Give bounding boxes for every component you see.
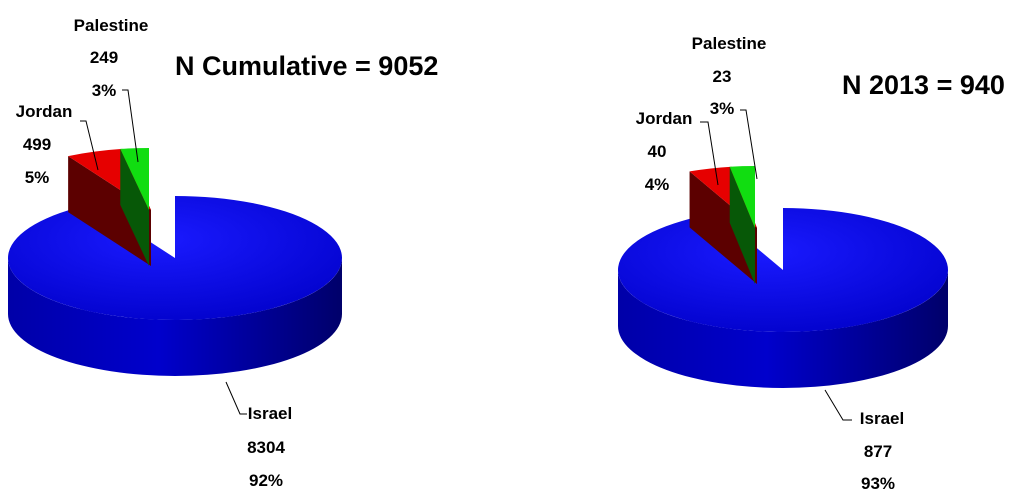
pie-slice-palestine-cut-face [120,148,149,266]
data-label-value: 40 [648,142,667,161]
leader-line [700,121,719,186]
chart-2013-slices [617,166,948,388]
chart-title: N Cumulative = 9052 [175,51,438,81]
pie-slice-palestine [729,166,755,284]
data-label-value: 499 [23,135,51,154]
pie-slice-palestine [120,148,149,266]
data-label-name: Israel [248,404,292,423]
chart-2013: N 2013 = 940 Palestine 23 3% Jordan 40 4… [617,34,1005,493]
data-label-name: Jordan [16,102,73,121]
pie-slice-jordan-cut-face [689,171,757,284]
pie-slice-israel-top [617,208,948,332]
pie-slice-israel [617,208,948,388]
data-label-percent: 4% [645,175,670,194]
chart-cumulative-slices [8,148,343,376]
data-label-percent: 5% [25,168,50,187]
data-label-name: Palestine [74,16,149,35]
leader-line [740,109,758,180]
pie-slice-israel-top [8,196,343,320]
pie-slice-palestine-top [729,166,755,228]
leader-line [122,89,139,163]
leader-line [225,381,247,415]
pie-slice-israel-side [618,270,948,388]
data-label-percent: 92% [249,471,283,490]
leader-line [80,120,99,171]
chart-title: N 2013 = 940 [842,70,1005,100]
data-label-value: 23 [713,67,732,86]
pie-slice-palestine-cut-face [729,166,755,284]
data-label-percent: 93% [861,474,895,493]
data-label-percent: 3% [710,99,735,118]
pie-slice-palestine-top [120,148,149,210]
pie-slice-israel-side [8,258,342,376]
pie-slice-israel [8,196,343,376]
data-label-percent: 3% [92,81,117,100]
data-label-name: Palestine [692,34,767,53]
leader-line [824,389,852,421]
pie-slice-jordan-cut-face [68,156,151,266]
data-label-value: 877 [864,442,892,461]
data-label-name: Israel [860,409,904,428]
data-label-name: Jordan [636,109,693,128]
data-label-value: 249 [90,48,118,67]
data-label-value: 8304 [247,438,285,457]
chart-cumulative: N Cumulative = 9052 Palestine 249 3% Jor… [8,16,438,490]
